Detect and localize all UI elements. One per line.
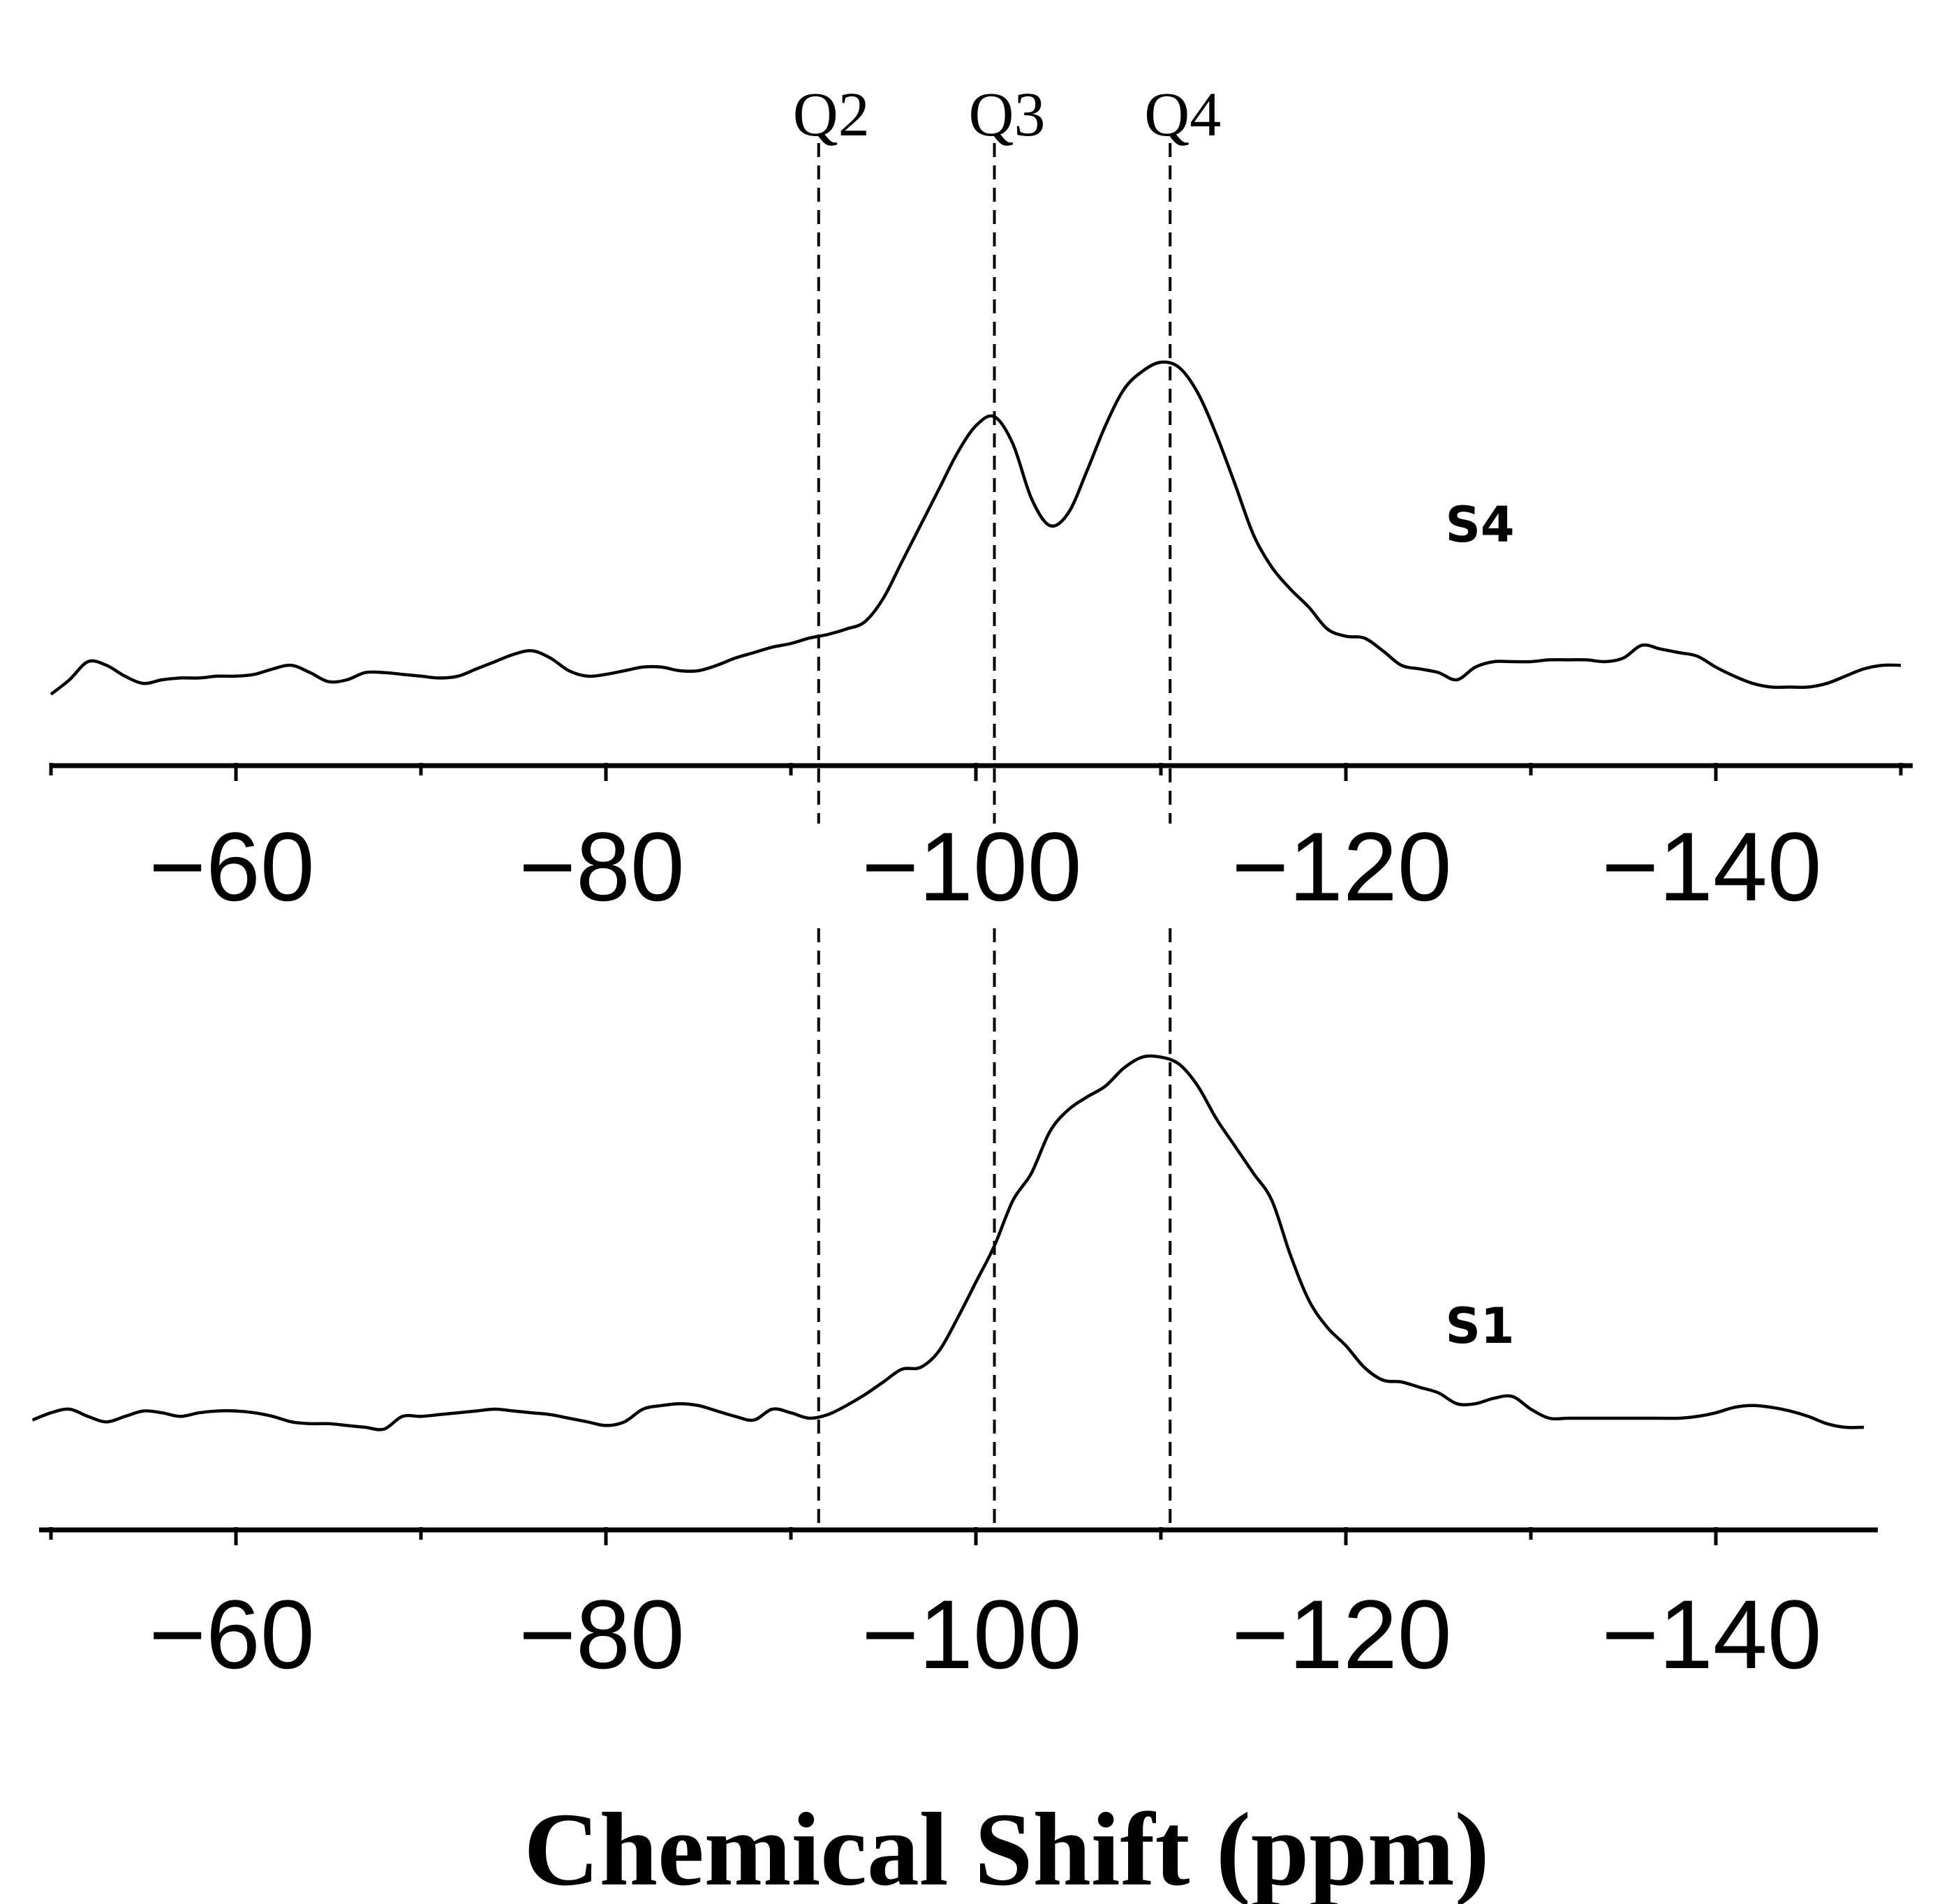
x-axis-title: Chemical Shift (ppm) [524, 1792, 1489, 1904]
x-tick-label: −60 [149, 812, 314, 921]
panel-s4: S4 −60 −80 −100 −120 −140 [49, 360, 1913, 921]
x-tick-label: −100 [861, 1579, 1081, 1689]
x-tick-label: −100 [861, 812, 1081, 921]
x-axis-tick-labels-top: −60 −80 −100 −120 −140 [149, 812, 1821, 921]
x-tick-label: −120 [1231, 812, 1451, 921]
x-axis-ticks-bottom [49, 1527, 1718, 1545]
reference-label-q2: Q2 [793, 80, 870, 149]
reference-label-q4: Q4 [1144, 80, 1221, 149]
x-tick-label: −140 [1601, 812, 1821, 921]
reference-label-q3: Q3 [969, 80, 1046, 149]
x-tick-label: −80 [519, 1579, 684, 1689]
x-tick-label: −120 [1231, 1579, 1451, 1689]
x-tick-label: −60 [149, 1579, 314, 1689]
x-tick-label: −140 [1601, 1579, 1821, 1689]
spectrum-trace-s4 [50, 360, 1902, 696]
series-label-s4: S4 [1445, 496, 1514, 553]
reference-lines: Q2 Q3 Q4 [793, 80, 1221, 1529]
x-axis-ticks-top [49, 763, 1903, 781]
panel-s1: S1 −60 −80 −100 −120 −140 [31, 1054, 1878, 1689]
x-axis-tick-labels-bottom: −60 −80 −100 −120 −140 [149, 1579, 1821, 1689]
x-tick-label: −80 [519, 812, 684, 921]
spectrum-trace-s1 [31, 1054, 1865, 1431]
series-label-s1: S1 [1445, 1297, 1514, 1355]
